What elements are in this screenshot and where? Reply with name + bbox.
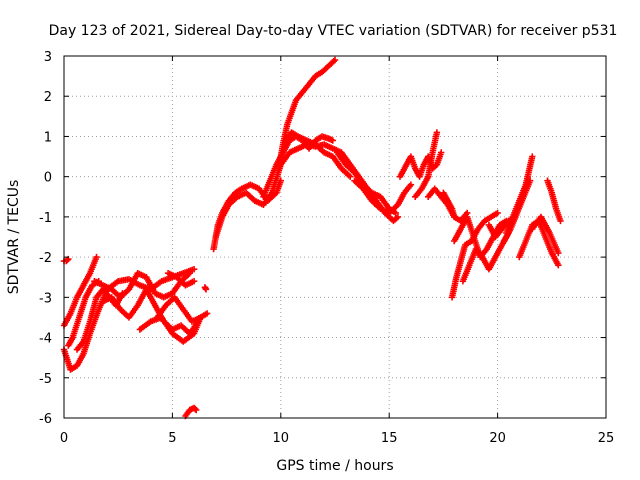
- series-track: [60, 253, 100, 329]
- series-track: [503, 153, 536, 237]
- data-marks: [60, 56, 564, 420]
- data-point: [64, 256, 71, 264]
- x-tick-label: 0: [60, 431, 68, 446]
- series-track: [182, 404, 200, 420]
- data-point: [193, 406, 200, 414]
- y-tick-label: -3: [39, 291, 52, 306]
- data-point: [192, 405, 199, 413]
- series-track: [201, 284, 210, 293]
- y-tick-label: -1: [39, 211, 52, 226]
- series-track: [91, 270, 193, 301]
- data-point: [394, 213, 402, 221]
- y-tick-label: 1: [44, 130, 52, 145]
- series-track: [351, 177, 415, 217]
- chart-title: Day 123 of 2021, Sidereal Day-to-day VTE…: [49, 23, 618, 39]
- y-tick-label: 3: [44, 50, 52, 65]
- ticks: [63, 55, 607, 419]
- data-point: [529, 153, 536, 160]
- y-tick-label: 2: [44, 90, 52, 105]
- data-point: [451, 213, 458, 221]
- data-point: [329, 137, 336, 144]
- data-point: [186, 270, 193, 277]
- data-point: [93, 253, 100, 261]
- data-point: [392, 209, 399, 217]
- series-track: [544, 177, 564, 225]
- y-tick-label: -4: [39, 332, 52, 347]
- series-track: [440, 189, 458, 221]
- series-track: [164, 270, 198, 289]
- x-tick-label: 25: [598, 431, 615, 446]
- data-point: [407, 181, 415, 188]
- y-axis-label: SDTVAR / TECUs: [6, 180, 22, 295]
- data-point: [557, 217, 564, 225]
- data-point: [347, 173, 354, 180]
- data-point: [202, 286, 210, 293]
- y-tick-label: -2: [39, 251, 52, 266]
- data-point: [555, 262, 562, 269]
- series-track: [529, 213, 562, 257]
- data-point: [494, 209, 501, 217]
- data-point: [190, 266, 198, 273]
- x-tick-label: 15: [381, 431, 398, 446]
- y-tick-label: -6: [39, 412, 52, 427]
- plot-border: [63, 55, 607, 419]
- data-point: [331, 56, 339, 64]
- x-tick-label: 5: [168, 431, 176, 446]
- x-tick-label: 20: [489, 431, 506, 446]
- series-track: [154, 294, 211, 325]
- x-axis-label: GPS time / hours: [276, 458, 393, 474]
- series-track: [412, 129, 441, 200]
- data-point: [555, 249, 562, 257]
- data-point: [203, 310, 211, 317]
- y-tick-label: 0: [44, 171, 52, 186]
- x-tick-labels: 0 5 10 15 20 25: [60, 431, 614, 446]
- data-point: [438, 149, 445, 156]
- data-point: [190, 278, 198, 285]
- data-point: [330, 58, 337, 65]
- y-tick-label: -5: [39, 372, 52, 387]
- y-tick-labels: -6 -5 -4 -3 -2 -1 0 1 2 3: [39, 50, 52, 427]
- data-point: [433, 129, 441, 136]
- x-tick-label: 10: [273, 431, 290, 446]
- series-track: [65, 278, 102, 349]
- series-track: [281, 129, 354, 180]
